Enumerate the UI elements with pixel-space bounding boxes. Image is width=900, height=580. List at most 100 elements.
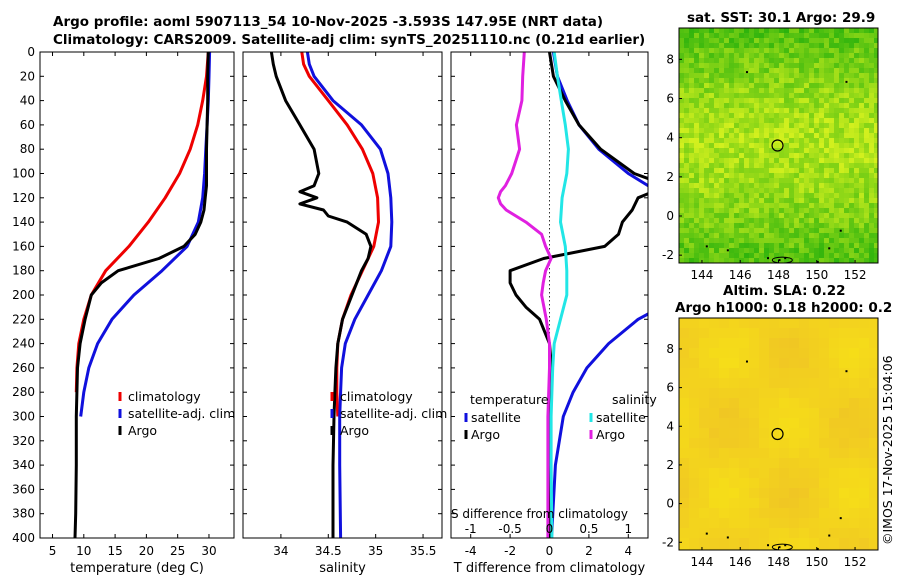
map-cell (704, 213, 710, 219)
map-cell (819, 158, 825, 164)
map-cell (864, 33, 870, 39)
map-cell (764, 98, 770, 104)
secondary-x-tick-label: 0 (546, 522, 554, 536)
map-cell (839, 438, 850, 449)
map-cell (814, 123, 820, 129)
map-cell (679, 438, 690, 449)
map-cell (809, 358, 820, 369)
map-cell (709, 103, 715, 109)
coastline-speck (745, 360, 748, 363)
map-cell (794, 108, 800, 114)
map-cell (724, 88, 730, 94)
map-cell (724, 43, 730, 49)
map-cell (809, 213, 815, 219)
map-cell (729, 78, 735, 84)
map-cell (779, 188, 785, 194)
map-cell (839, 108, 845, 114)
map-cell (849, 338, 860, 349)
map-cell (774, 233, 780, 239)
map-cell (689, 318, 700, 329)
map-cell (859, 518, 870, 529)
map-cell (809, 88, 815, 94)
map-cell (799, 193, 805, 199)
map-cell (779, 448, 790, 459)
map-cell (709, 398, 720, 409)
map-cell (739, 78, 745, 84)
map-cell (749, 33, 755, 39)
map-cell (689, 408, 700, 419)
map-cell (784, 248, 790, 254)
map-cell (799, 233, 805, 239)
map-cell (824, 38, 830, 44)
map-cell (789, 528, 800, 539)
map-cell (834, 103, 840, 109)
map-cell (774, 53, 780, 59)
x-tick-label: -2 (504, 544, 516, 558)
map-cell (794, 113, 800, 119)
coastline-speck (705, 245, 708, 248)
map-y-tick-label: -2 (662, 535, 674, 549)
map-cell (699, 123, 705, 129)
map-cell (719, 458, 730, 469)
map-cell (739, 208, 745, 214)
map-cell (704, 58, 710, 64)
map-cell (774, 248, 780, 254)
y-tick-label: 380 (12, 507, 35, 521)
y-tick-label: 260 (12, 361, 35, 375)
map-cell (689, 108, 695, 114)
map-cell (869, 198, 875, 204)
map-cell (784, 43, 790, 49)
map-cell (749, 448, 760, 459)
map-cell (749, 153, 755, 159)
map-cell (784, 203, 790, 209)
map-cell (719, 58, 725, 64)
map-cell (799, 458, 810, 469)
map-cell (784, 38, 790, 44)
map-cell (714, 173, 720, 179)
map-cell (799, 88, 805, 94)
map-cell (784, 113, 790, 119)
map-cell (759, 488, 770, 499)
map-cell (809, 428, 820, 439)
map-cell (719, 208, 725, 214)
map-cell (754, 113, 760, 119)
map-cell (764, 133, 770, 139)
map-cell (759, 528, 770, 539)
map-cell (729, 138, 735, 144)
y-tick-label: 340 (12, 458, 35, 472)
map-cell (724, 253, 730, 259)
map-cell (864, 58, 870, 64)
map-cell (769, 488, 780, 499)
map-cell (784, 188, 790, 194)
map-cell (869, 228, 875, 234)
map-cell (874, 223, 878, 229)
sal-frame (242, 51, 443, 539)
map-cell (689, 208, 695, 214)
map-cell (729, 158, 735, 164)
y-tick-label: 140 (12, 215, 35, 229)
map-cell (734, 68, 740, 74)
map-cell (839, 528, 850, 539)
map-cell (769, 528, 780, 539)
map-cell (724, 48, 730, 54)
map-cell (839, 358, 850, 369)
map-cell (749, 358, 760, 369)
map-cell (799, 358, 810, 369)
map-cell (859, 88, 865, 94)
map-cell (789, 113, 795, 119)
map-cell (829, 198, 835, 204)
map-cell (824, 93, 830, 99)
map-cell (809, 538, 820, 549)
map-cell (739, 468, 750, 479)
map-cell (824, 168, 830, 174)
map-cell (809, 468, 820, 479)
map-cell (694, 38, 700, 44)
map-cell (779, 123, 785, 129)
map-cell (679, 408, 690, 419)
map-cell (689, 28, 695, 34)
map-cell (809, 168, 815, 174)
map-cell (859, 328, 870, 339)
map-cell (784, 218, 790, 224)
map-cell (814, 138, 820, 144)
map-cell (784, 133, 790, 139)
